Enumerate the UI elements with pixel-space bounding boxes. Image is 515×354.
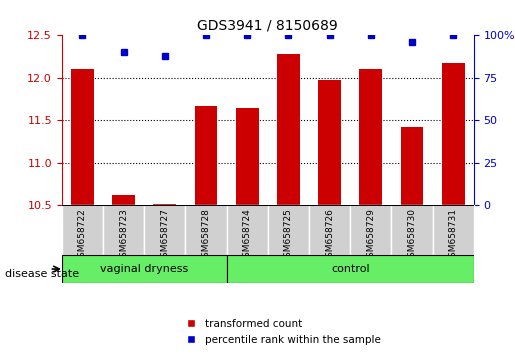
Legend: transformed count, percentile rank within the sample: transformed count, percentile rank withi…: [182, 315, 385, 349]
Text: GSM658723: GSM658723: [119, 208, 128, 263]
Bar: [195, 106, 217, 205]
Text: control: control: [331, 264, 370, 274]
Bar: [71, 69, 94, 205]
Text: GSM658725: GSM658725: [284, 208, 293, 263]
Text: vaginal dryness: vaginal dryness: [100, 264, 188, 274]
FancyBboxPatch shape: [391, 205, 433, 255]
Text: disease state: disease state: [5, 269, 79, 279]
FancyBboxPatch shape: [227, 255, 474, 283]
Bar: [112, 195, 135, 205]
Bar: [359, 69, 382, 205]
Text: GSM658724: GSM658724: [243, 208, 252, 263]
Text: GSM658728: GSM658728: [201, 208, 211, 263]
Text: GSM658729: GSM658729: [366, 208, 375, 263]
FancyBboxPatch shape: [62, 205, 103, 255]
Title: GDS3941 / 8150689: GDS3941 / 8150689: [197, 19, 338, 33]
Bar: [442, 63, 465, 205]
FancyBboxPatch shape: [309, 205, 350, 255]
Text: GSM658727: GSM658727: [160, 208, 169, 263]
FancyBboxPatch shape: [144, 205, 185, 255]
FancyBboxPatch shape: [103, 205, 144, 255]
FancyBboxPatch shape: [62, 255, 227, 283]
Bar: [277, 54, 300, 205]
FancyBboxPatch shape: [350, 205, 391, 255]
FancyBboxPatch shape: [227, 205, 268, 255]
Bar: [401, 127, 423, 205]
FancyBboxPatch shape: [268, 205, 309, 255]
Text: GSM658722: GSM658722: [78, 208, 87, 263]
Text: GSM658731: GSM658731: [449, 208, 458, 263]
Bar: [153, 204, 176, 205]
Bar: [318, 80, 341, 205]
Bar: [236, 108, 259, 205]
FancyBboxPatch shape: [433, 205, 474, 255]
Text: GSM658726: GSM658726: [325, 208, 334, 263]
Text: GSM658730: GSM658730: [407, 208, 417, 263]
FancyBboxPatch shape: [185, 205, 227, 255]
